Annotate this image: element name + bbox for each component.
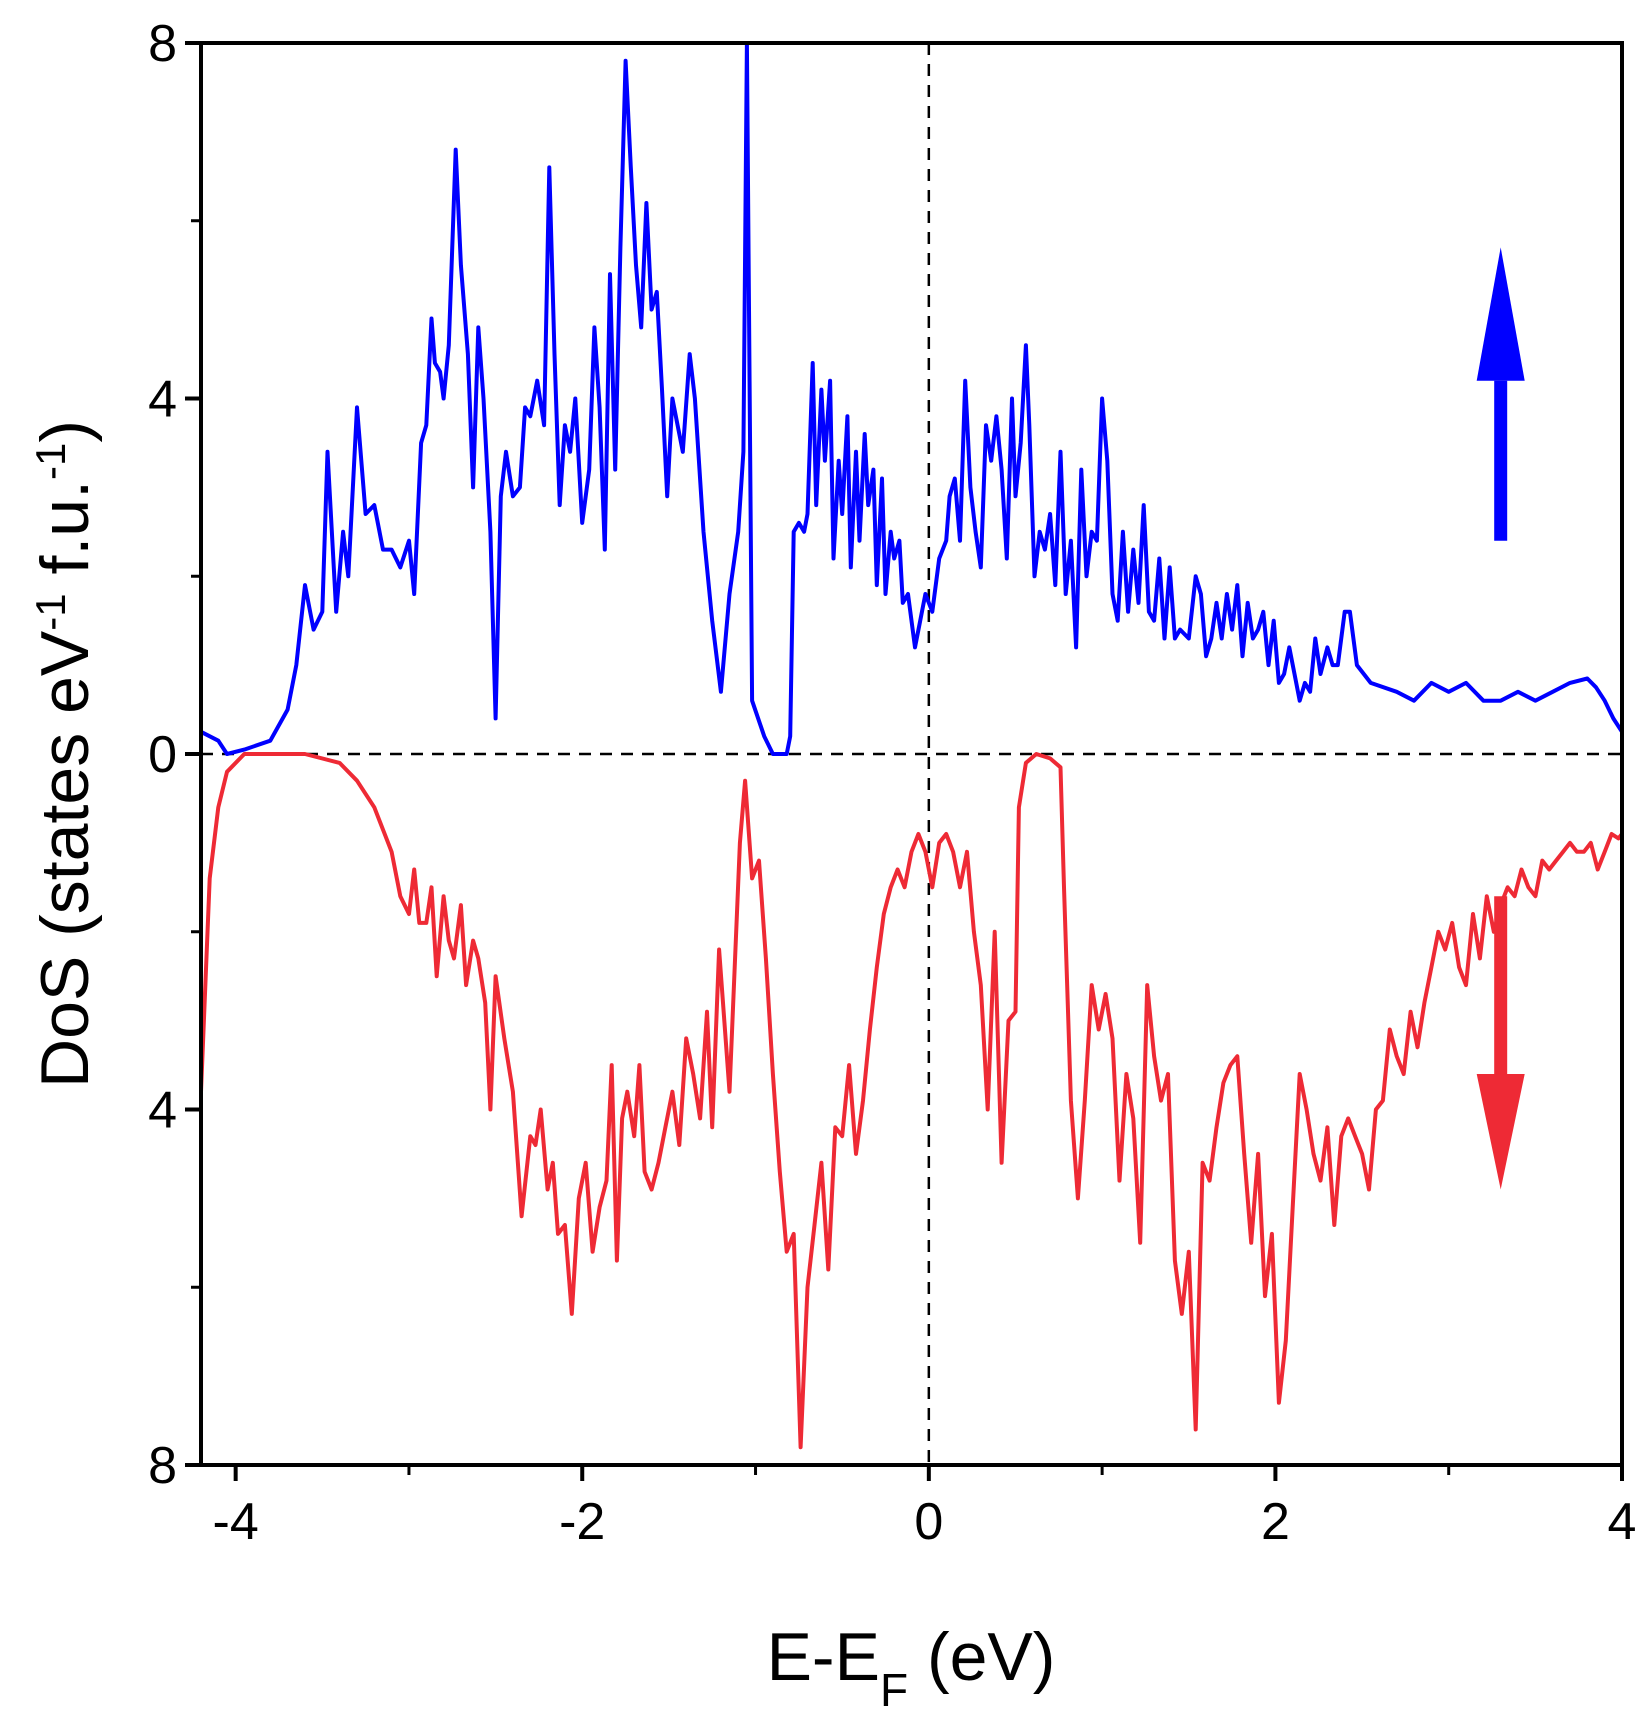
y-tick-label: 4 (148, 1082, 177, 1140)
y-axis-title-sup1: -1 (27, 593, 74, 630)
x-tick-label: 2 (1261, 1493, 1290, 1551)
x-tick-label: -2 (559, 1493, 605, 1551)
y-axis-title-b: f.u. (27, 480, 103, 593)
spin-down-arrow-icon (1476, 1073, 1525, 1190)
x-axis-title-subscript: F (880, 1664, 908, 1716)
x-axis-title: E-EF (eV) (767, 1619, 1056, 1716)
y-axis-title-c: ) (27, 420, 103, 443)
y-tick-label: 4 (148, 371, 177, 429)
x-tick-label: -4 (213, 1493, 259, 1551)
x-tick-label: 0 (914, 1493, 943, 1551)
x-tick-label: 4 (1608, 1493, 1637, 1551)
y-tick-label: 8 (148, 15, 177, 73)
x-axis-title-unit: (eV) (908, 1619, 1055, 1695)
y-tick-label: 0 (148, 726, 177, 784)
y-tick-label: 8 (148, 1437, 177, 1495)
y-axis-title-a: DoS (states eV (27, 630, 103, 1088)
x-axis-title-main: E-E (767, 1619, 880, 1695)
spin-down-dos-line (199, 752, 1624, 1450)
y-axis-title: DoS (states eV-1 f.u.-1) (27, 420, 104, 1088)
y-axis-title-sup2: -1 (27, 443, 74, 480)
spin-up-arrow-icon (1476, 247, 1525, 381)
spin-up-dos-line (200, 41, 1624, 756)
